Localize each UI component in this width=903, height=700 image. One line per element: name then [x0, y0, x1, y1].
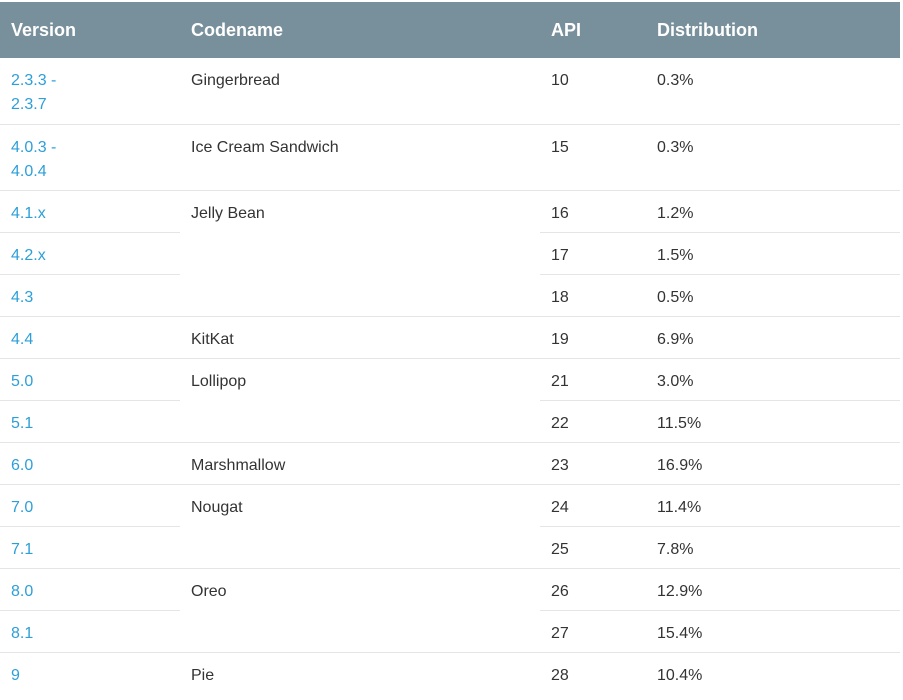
distribution-cell: 12.9%	[646, 567, 900, 610]
table-row: 5.0 Lollipop 21 3.0%	[0, 357, 900, 400]
version-link[interactable]: 9	[11, 666, 20, 684]
codename-cell: Lollipop	[180, 357, 540, 400]
version-link[interactable]: 4.3	[11, 288, 34, 306]
api-cell: 26	[540, 567, 646, 610]
version-cell: 5.0	[0, 357, 180, 400]
table-row: 6.0 Marshmallow 23 16.9%	[0, 441, 900, 484]
api-cell: 17	[540, 231, 646, 274]
api-cell: 27	[540, 609, 646, 652]
version-cell: 5.1	[0, 399, 180, 442]
distribution-cell: 3.0%	[646, 357, 900, 400]
table-row: 5.1 22 11.5%	[0, 399, 900, 442]
distribution-cell: 0.3%	[646, 123, 900, 190]
version-cell: 4.3	[0, 273, 180, 316]
codename-cell: Pie	[180, 651, 540, 694]
codename-cell-empty	[180, 400, 540, 442]
distribution-cell: 0.3%	[657, 72, 694, 89]
api-cell: 21	[540, 357, 646, 400]
version-cell: 4.2.x	[0, 231, 180, 274]
version-link[interactable]: 4.0.3 - 4.0.4	[11, 139, 56, 180]
version-link[interactable]: 5.0	[11, 372, 34, 390]
codename-cell: Marshmallow	[180, 441, 540, 484]
column-header-version[interactable]: Version	[0, 2, 180, 58]
distribution-cell: 16.9%	[646, 441, 900, 484]
codename-cell: KitKat	[180, 315, 540, 358]
table-row: 9 Pie 28 10.4%	[0, 651, 900, 694]
table-row: 7.0 Nougat 24 11.4%	[0, 483, 900, 526]
version-link[interactable]: 4.1.x	[11, 204, 46, 222]
distribution-cell: 1.2%	[646, 189, 900, 232]
version-link-line2: 4.0.4	[11, 162, 47, 180]
column-header-api[interactable]: API	[540, 2, 646, 58]
version-link-line2: 2.3.7	[11, 96, 47, 113]
version-cell: 4.1.x	[0, 189, 180, 232]
version-link[interactable]: 8.1	[11, 624, 34, 642]
version-cell: 7.1	[0, 525, 180, 568]
api-cell: 23	[540, 441, 646, 484]
table-row: 2.3.3 - 2.3.7 Gingerbread 10 0.3%	[0, 58, 900, 124]
table-row: 4.1.x Jelly Bean 16 1.2%	[0, 189, 900, 232]
api-cell: 15	[540, 123, 646, 190]
api-cell: 10	[551, 72, 569, 89]
distribution-cell: 11.4%	[646, 483, 900, 526]
column-header-distribution[interactable]: Distribution	[646, 2, 900, 58]
version-link[interactable]: 7.1	[11, 540, 34, 558]
version-cell: 4.4	[0, 315, 180, 358]
codename-cell-empty	[180, 526, 540, 568]
api-cell: 19	[540, 315, 646, 358]
column-header-codename[interactable]: Codename	[180, 2, 540, 58]
table-row: 4.4 KitKat 19 6.9%	[0, 315, 900, 358]
codename-cell: Nougat	[180, 483, 540, 526]
table-row: 4.2.x 17 1.5%	[0, 231, 900, 274]
api-cell: 22	[540, 399, 646, 442]
version-link-line1: 4.0.3 -	[11, 138, 57, 156]
distribution-cell: 11.5%	[646, 399, 900, 442]
codename-cell: Ice Cream Sandwich	[180, 123, 540, 190]
distribution-cell: 1.5%	[646, 231, 900, 274]
version-cell: 4.0.3 - 4.0.4	[0, 123, 180, 190]
version-cell: 9	[0, 651, 180, 694]
version-link[interactable]: 8.0	[11, 582, 34, 600]
distribution-cell: 0.5%	[646, 273, 900, 316]
version-cell: 8.0	[0, 567, 180, 610]
table-row: 8.0 Oreo 26 12.9%	[0, 567, 900, 610]
version-link[interactable]: 7.0	[11, 498, 34, 516]
version-link[interactable]: 2.3.3 - 2.3.7	[11, 72, 56, 113]
version-link[interactable]: 4.4	[11, 330, 34, 348]
api-cell: 25	[540, 525, 646, 568]
codename-cell: Gingerbread	[191, 72, 280, 89]
table-row: 7.1 25 7.8%	[0, 525, 900, 568]
version-cell: 8.1	[0, 609, 180, 652]
table-row: 4.0.3 - 4.0.4 Ice Cream Sandwich 15 0.3%	[0, 123, 900, 190]
version-cell: 7.0	[0, 483, 180, 526]
codename-cell-empty	[180, 232, 540, 274]
table-row: 8.1 27 15.4%	[0, 609, 900, 652]
distribution-cell: 7.8%	[646, 525, 900, 568]
version-cell: 6.0	[0, 441, 180, 484]
table-header-row: Version Codename API Distribution	[0, 2, 900, 58]
codename-cell-empty	[180, 274, 540, 316]
distribution-cell: 6.9%	[646, 315, 900, 358]
version-link[interactable]: 5.1	[11, 414, 34, 432]
version-link[interactable]: 4.2.x	[11, 246, 46, 264]
version-link-line1: 2.3.3 -	[11, 72, 57, 89]
api-cell: 16	[540, 189, 646, 232]
codename-cell: Oreo	[180, 567, 540, 610]
codename-cell: Jelly Bean	[180, 189, 540, 232]
api-cell: 18	[540, 273, 646, 316]
distribution-cell: 15.4%	[646, 609, 900, 652]
api-cell: 24	[540, 483, 646, 526]
codename-cell-empty	[180, 610, 540, 652]
distribution-cell: 10.4%	[646, 651, 900, 694]
api-cell: 28	[540, 651, 646, 694]
table-row: 4.3 18 0.5%	[0, 273, 900, 316]
version-cell: 2.3.3 - 2.3.7	[0, 58, 180, 124]
version-link[interactable]: 6.0	[11, 456, 34, 474]
